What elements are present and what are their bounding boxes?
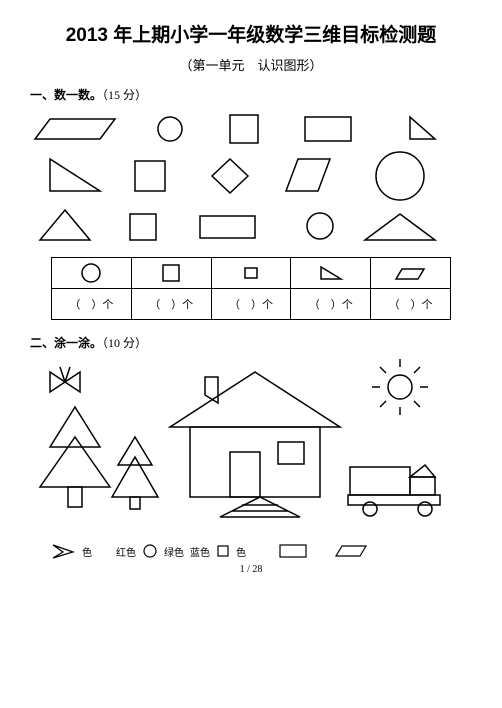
section2-header: 二、涂一涂。（10 分） <box>30 334 472 351</box>
section1-shapes <box>30 109 472 249</box>
square-icon <box>216 544 230 558</box>
legend-text: 蓝色 <box>190 544 210 559</box>
circle-icon <box>142 543 158 559</box>
parallelogram-icon <box>35 119 115 139</box>
sun-icon <box>372 359 428 415</box>
section2-scene <box>30 357 472 532</box>
circle-icon <box>376 152 424 200</box>
rectangle-icon <box>305 117 351 141</box>
rtriangle-icon <box>410 117 435 139</box>
circle-icon <box>307 213 333 239</box>
table-blank: （ ）个 <box>52 289 132 320</box>
truck-icon <box>348 465 440 516</box>
legend-text: 色 <box>82 544 92 559</box>
tree-icon <box>112 437 158 509</box>
butterfly-icon <box>50 367 80 392</box>
legend-text: 红色 <box>116 544 136 559</box>
page-subtitle: （第一单元 认识图形） <box>30 55 472 74</box>
rectangle-icon <box>278 543 308 559</box>
square-icon <box>230 115 258 143</box>
legend-row: 色 红色 绿色 蓝色 色 <box>30 542 472 560</box>
table-cell-rtriangle <box>291 258 371 289</box>
table-cell-circle <box>52 258 132 289</box>
legend-text: 绿色 <box>164 544 184 559</box>
section1-header: 一、数一数。（15 分） <box>30 86 472 103</box>
page-footer: 1 / 28 <box>30 564 472 575</box>
triangle-icon <box>365 214 435 240</box>
table-cell-parallelogram <box>371 258 451 289</box>
rtriangle-icon <box>50 159 100 191</box>
square-icon <box>130 214 156 240</box>
page-title: 2013 年上期小学一年级数学三维目标检测题 <box>30 20 472 47</box>
circle-icon <box>158 117 182 141</box>
square-icon <box>135 161 165 191</box>
table-blank: （ ）个 <box>371 289 451 320</box>
table-cell-square <box>131 258 211 289</box>
house-icon <box>170 372 340 517</box>
parallelogram-icon <box>334 543 368 559</box>
table-blank: （ ）个 <box>211 289 291 320</box>
table-cell-small-square <box>211 258 291 289</box>
triangle-icon <box>50 542 76 560</box>
tree-icon <box>40 407 110 507</box>
triangle-icon <box>40 210 90 240</box>
table-blank: （ ）个 <box>291 289 371 320</box>
rectangle-icon <box>200 216 255 238</box>
table-blank: （ ）个 <box>131 289 211 320</box>
diamond-icon <box>212 159 248 193</box>
legend-text: 色 <box>236 544 246 559</box>
count-table: （ ）个 （ ）个 （ ）个 （ ）个 （ ）个 <box>51 257 451 320</box>
parallelogram-icon <box>286 159 330 191</box>
